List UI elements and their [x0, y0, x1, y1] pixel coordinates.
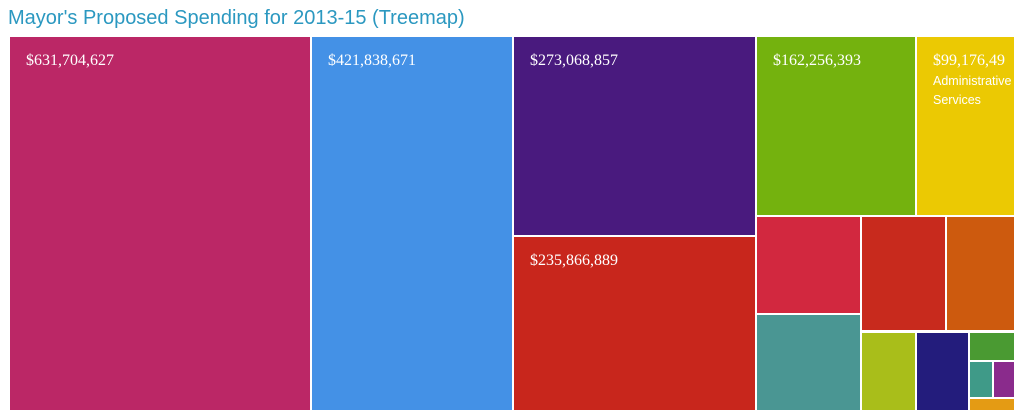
value-label: $421,838,671 — [328, 52, 416, 69]
treemap-cell — [970, 362, 992, 397]
treemap-cell — [757, 37, 915, 215]
chart-title: Mayor's Proposed Spending for 2013-15 (T… — [8, 7, 465, 29]
treemap-cell — [757, 217, 860, 313]
cell-label: Administrative Services — [933, 74, 1012, 107]
value-label: $235,866,889 — [530, 252, 618, 269]
treemap-cell — [514, 37, 755, 235]
treemap-cell — [917, 37, 1014, 215]
treemap-cell — [312, 37, 512, 410]
treemap-cell — [514, 237, 755, 410]
treemap-cell — [970, 333, 1014, 360]
value-label: $631,704,627 — [26, 52, 114, 69]
treemap-cell — [862, 217, 945, 330]
treemap-cell — [947, 217, 1014, 330]
treemap-cell — [917, 333, 968, 410]
treemap-cell — [994, 362, 1014, 397]
value-label: $273,068,857 — [530, 52, 618, 69]
treemap-cell — [970, 399, 1014, 410]
treemap-cell — [757, 315, 860, 410]
value-label: $99,176,49 — [933, 52, 1005, 69]
value-label: $162,256,393 — [773, 52, 861, 69]
treemap-cell — [10, 37, 310, 410]
treemap-cell — [862, 333, 915, 410]
